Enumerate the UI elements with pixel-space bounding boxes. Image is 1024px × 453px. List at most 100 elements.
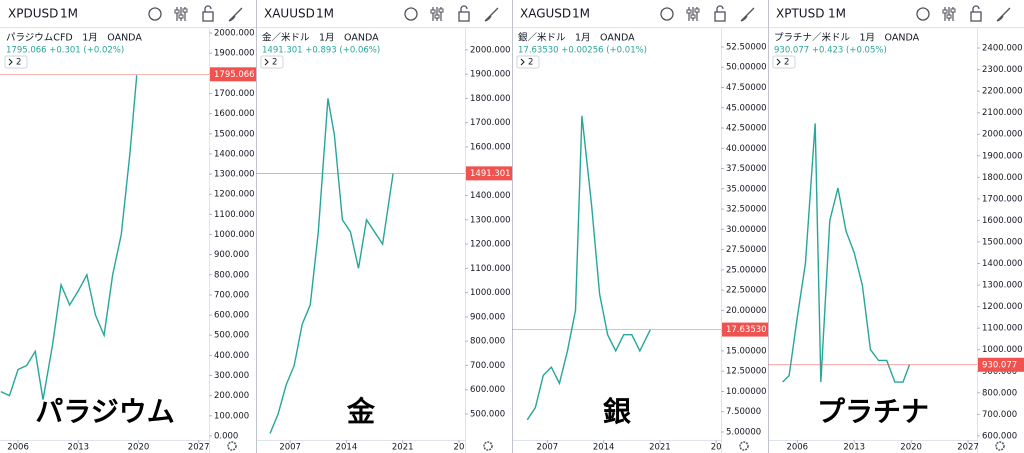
- lock-icon[interactable]: [204, 5, 212, 12]
- overlay-label: 金: [346, 395, 376, 428]
- x-tick-label: 2014: [593, 443, 615, 453]
- y-tick-label: 42.50000: [726, 124, 767, 134]
- x-tick-label: 2006: [786, 443, 808, 453]
- y-tick-label: 1000.000: [214, 230, 255, 240]
- settings-icon[interactable]: [434, 14, 440, 19]
- settings-gear[interactable]: [739, 441, 749, 451]
- settings-icon[interactable]: [430, 9, 436, 14]
- alarm-icon[interactable]: [660, 7, 674, 21]
- x-tick-label: 2020: [900, 443, 922, 453]
- settings-icon[interactable]: [942, 9, 948, 14]
- price-line: [0, 75, 138, 400]
- last-price-label: 17.63530: [726, 325, 767, 335]
- x-tick-label: 20: [711, 443, 722, 453]
- y-tick-label: 1700.000: [470, 118, 511, 128]
- badge[interactable]: [4, 55, 28, 69]
- badge[interactable]: [772, 55, 796, 69]
- settings-icon[interactable]: [182, 8, 188, 13]
- chart-panel: XAUUSD 1M 500.000 600.000 700.000 800.000 900.…: [256, 0, 512, 453]
- y-tick-label: 100.000: [214, 411, 249, 421]
- y-tick-label: 35.00000: [726, 184, 767, 194]
- y-tick-label: 1100.000: [470, 264, 511, 274]
- chart-panel: XPDUSD 1M 0.000 100.000 200.000 300.000 400.00…: [0, 0, 256, 453]
- chart-panel: XPTUSD1M600.000700.000800.000900.0001000…: [768, 0, 1024, 453]
- overlay-label: 銀: [603, 395, 631, 428]
- y-tick-label: 500.000: [470, 410, 505, 420]
- badge-count[interactable]: 2: [784, 58, 789, 68]
- lock-icon[interactable]: [970, 11, 982, 22]
- lock-icon[interactable]: [458, 11, 470, 22]
- draw-icon[interactable]: [740, 7, 755, 22]
- y-tick-label: 32.50000: [726, 205, 767, 215]
- symbol[interactable]: XPDUSD: [8, 7, 58, 21]
- lock-icon[interactable]: [972, 5, 980, 12]
- y-tick-label: 25.00000: [726, 265, 767, 275]
- badge-chevron[interactable]: [520, 58, 525, 66]
- symbol[interactable]: XAGUSD: [520, 7, 571, 21]
- chart-panel: XAGUSD 1M 5.00000 7.50000 10.00000 12.50000 15…: [512, 0, 768, 453]
- badge-count[interactable]: 2: [528, 58, 533, 68]
- alarm-icon[interactable]: [916, 7, 930, 21]
- last-price-box: [466, 166, 512, 181]
- y-tick-label: 5.00000: [726, 427, 761, 437]
- draw-icon[interactable]: [996, 7, 1011, 22]
- settings-icon[interactable]: [946, 14, 952, 19]
- last-price-label: 1491.301: [470, 169, 511, 179]
- legend-title: プラチナ／米ドル 1月 OANDA: [774, 32, 920, 44]
- settings-gear[interactable]: [483, 441, 493, 451]
- legend-title: パラジウムCFD 1月 OANDA: [6, 33, 142, 44]
- badge-chevron[interactable]: [264, 58, 269, 66]
- lock-icon[interactable]: [714, 11, 726, 22]
- badge[interactable]: [516, 55, 540, 69]
- interval[interactable]: 1M: [572, 7, 590, 21]
- interval[interactable]: 1M: [828, 7, 846, 21]
- y-tick-label: 1900.000: [470, 70, 511, 80]
- settings-icon[interactable]: [686, 9, 692, 14]
- settings-icon[interactable]: [694, 8, 700, 13]
- alarm-icon[interactable]: [148, 7, 162, 21]
- alarm-icon[interactable]: [404, 7, 418, 21]
- settings-icon[interactable]: [174, 9, 180, 14]
- y-tick-label: 2100.000: [982, 108, 1023, 118]
- x-tick-label: 2027: [957, 443, 979, 453]
- settings-gear[interactable]: [227, 441, 237, 451]
- y-tick-label: 50.00000: [726, 63, 767, 73]
- y-tick-label: 15.00000: [726, 346, 767, 356]
- symbol[interactable]: XPTUSD: [776, 7, 824, 21]
- settings-icon[interactable]: [950, 8, 956, 13]
- lock-icon[interactable]: [716, 5, 724, 12]
- badge[interactable]: [260, 55, 284, 69]
- price-line: [782, 123, 911, 383]
- draw-icon[interactable]: [484, 7, 499, 22]
- y-tick-label: 1600.000: [214, 109, 255, 119]
- y-tick-label: 1500.000: [982, 237, 1023, 247]
- y-tick-label: 600.000: [982, 431, 1017, 441]
- settings-icon[interactable]: [178, 14, 184, 19]
- y-tick-label: 2300.000: [982, 65, 1023, 75]
- draw-icon[interactable]: [228, 7, 243, 22]
- badge-chevron[interactable]: [776, 58, 781, 66]
- y-tick-label: 1400.000: [982, 259, 1023, 269]
- badge-count[interactable]: 2: [272, 58, 277, 68]
- y-tick-label: 1100.000: [982, 324, 1023, 334]
- settings-icon[interactable]: [690, 14, 696, 19]
- interval[interactable]: 1M: [60, 7, 78, 21]
- lock-icon[interactable]: [202, 11, 214, 22]
- price-line: [269, 98, 394, 434]
- settings-icon[interactable]: [438, 8, 444, 13]
- y-tick-label: 1400.000: [214, 149, 255, 159]
- y-tick-label: 1300.000: [982, 281, 1023, 291]
- lock-icon[interactable]: [460, 5, 468, 12]
- x-tick-label: 2020: [128, 443, 150, 453]
- symbol[interactable]: XAUUSD: [264, 7, 315, 21]
- settings-gear[interactable]: [995, 441, 1005, 451]
- interval[interactable]: 1M: [316, 7, 334, 21]
- y-tick-label: 1600.000: [982, 216, 1023, 226]
- y-tick-label: 37.50000: [726, 164, 767, 174]
- badge-count[interactable]: 2: [16, 58, 21, 68]
- y-tick-label: 2000.000: [214, 29, 255, 39]
- badge-chevron[interactable]: [8, 58, 13, 66]
- x-tick-label: 2021: [392, 443, 414, 453]
- overlay-label: パラジウム: [35, 395, 174, 428]
- y-tick-label: 7.50000: [726, 407, 761, 417]
